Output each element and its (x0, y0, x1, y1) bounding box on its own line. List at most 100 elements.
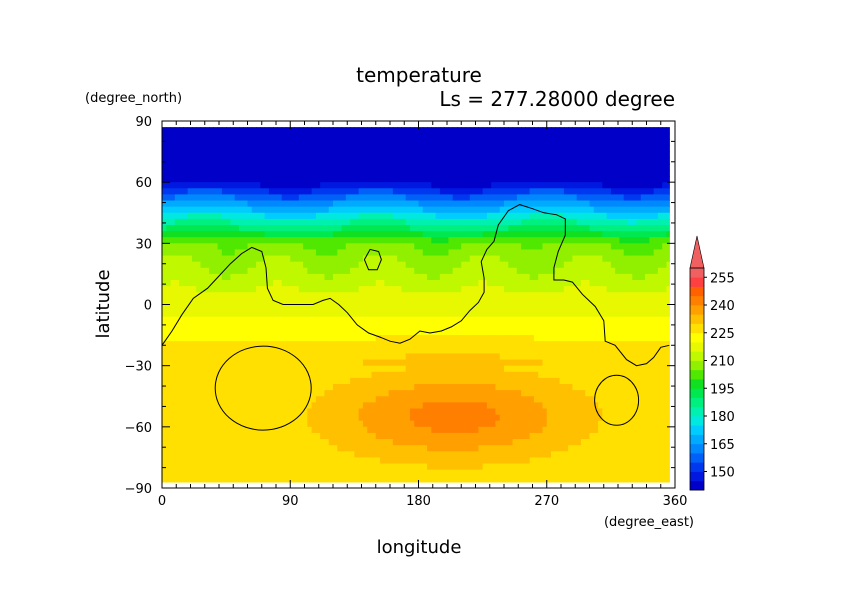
heat-cell (585, 194, 591, 202)
heat-cell (589, 280, 595, 287)
heat-cell (589, 127, 595, 134)
heat-cell (418, 280, 424, 287)
heat-cell (640, 322, 646, 330)
heat-cell (251, 310, 257, 318)
heat-cell (602, 169, 608, 177)
heat-cell (281, 267, 287, 275)
heat-cell (358, 139, 364, 147)
heat-cell (303, 365, 308, 373)
heat-cell (337, 365, 343, 373)
heat-cell (196, 218, 202, 226)
heat-cell (320, 377, 326, 385)
heat-cell (162, 176, 167, 183)
heat-cell (431, 335, 437, 342)
heat-cell (307, 133, 313, 140)
heat-cell (456, 298, 462, 306)
heat-cell (657, 243, 663, 251)
heat-cell (324, 286, 330, 293)
heat-cell (380, 176, 385, 183)
heat-cell (277, 304, 283, 312)
heat-cell (243, 212, 249, 220)
heat-cell (260, 255, 266, 263)
heat-cell (431, 176, 437, 183)
heat-cell (593, 322, 599, 330)
heat-cell (542, 310, 548, 318)
heat-cell (298, 304, 304, 312)
heat-cell (196, 359, 202, 367)
heat-cell (384, 298, 390, 306)
heat-cell (666, 267, 670, 275)
heat-cell (444, 133, 450, 140)
heat-cell (623, 169, 629, 177)
heat-cell (568, 322, 574, 330)
heat-cell (358, 322, 364, 330)
heat-cell (221, 182, 227, 189)
heat-cell (508, 163, 514, 171)
heat-cell (533, 322, 539, 330)
heat-cell (512, 169, 518, 177)
heat-cell (632, 212, 638, 220)
x-axis-label: longitude (377, 537, 462, 558)
heat-cell (491, 322, 497, 330)
heat-cell (546, 341, 552, 348)
heat-cell (358, 157, 364, 165)
heat-cell (521, 341, 526, 348)
heat-cell (444, 151, 450, 159)
heat-cell (516, 316, 522, 324)
heat-cell (572, 133, 578, 140)
heat-cell (525, 163, 531, 171)
heat-cell (285, 328, 291, 336)
heat-cell (525, 243, 531, 251)
heat-cell (405, 273, 411, 281)
heat-cell (456, 206, 462, 214)
heat-cell (277, 261, 283, 269)
heat-cell (209, 212, 214, 220)
heat-cell (298, 328, 304, 336)
heat-cell (623, 218, 629, 226)
heat-cell (585, 157, 591, 165)
heat-cell (273, 139, 279, 147)
heat-cell (525, 304, 531, 312)
heat-cell (555, 273, 561, 281)
heat-cell (213, 341, 219, 348)
heat-cell (645, 292, 650, 299)
heat-cell (478, 127, 484, 134)
heat-cell (187, 298, 193, 306)
heat-cell (298, 255, 304, 263)
heat-cell (294, 182, 300, 189)
heat-cell (217, 218, 223, 226)
heat-cell (350, 377, 355, 385)
heat-cell (512, 304, 518, 312)
heat-cell (662, 194, 668, 202)
heat-cell (619, 237, 625, 244)
heat-cell (221, 328, 227, 336)
heat-cell (666, 249, 670, 257)
heat-cell (499, 200, 505, 208)
heat-cell (431, 194, 437, 202)
heat-cell (495, 377, 501, 385)
heat-cell (444, 322, 450, 330)
heat-cell (521, 243, 526, 251)
heat-cell (397, 194, 402, 202)
heat-cell (495, 255, 501, 263)
heat-cell (354, 176, 360, 183)
heat-cell (435, 261, 441, 269)
heat-cell (585, 212, 591, 220)
heat-cell (640, 182, 646, 189)
heat-cell (461, 151, 467, 159)
heat-cell (529, 286, 535, 293)
heat-cell (397, 200, 402, 208)
heat-cell (632, 127, 638, 134)
heat-cell (414, 316, 420, 324)
heat-cell (418, 267, 424, 275)
heat-cell (256, 341, 261, 348)
heat-cell (179, 341, 184, 348)
heat-cell (465, 157, 471, 165)
heat-cell (333, 328, 338, 336)
heat-cell (533, 261, 539, 269)
heat-cell (191, 212, 197, 220)
heat-cell (504, 359, 509, 367)
heat-cell (422, 218, 428, 226)
heat-cell (538, 237, 544, 244)
heat-cell (320, 169, 326, 177)
